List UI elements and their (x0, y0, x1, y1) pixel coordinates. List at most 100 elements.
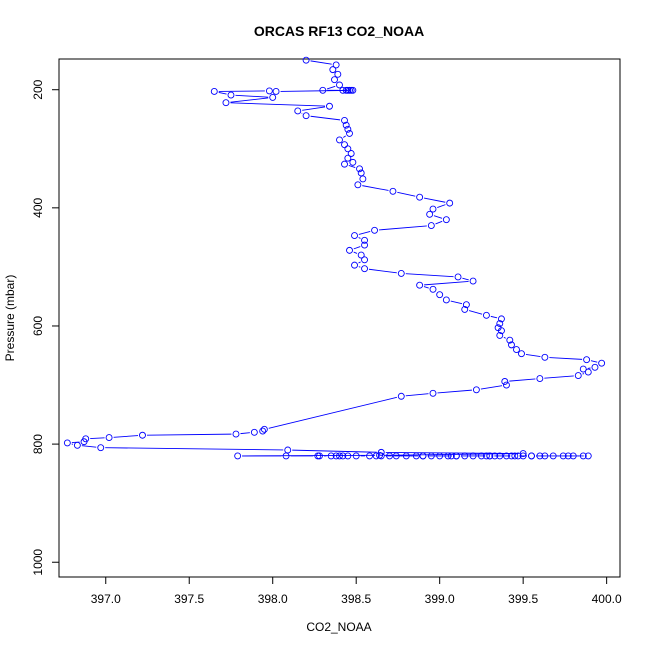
x-tick-label: 397.0 (91, 592, 121, 606)
series-line-segment (423, 197, 446, 203)
series-line-segment (544, 375, 574, 379)
data-point (426, 210, 434, 218)
series-line-segment (480, 385, 503, 390)
data-point (584, 368, 592, 376)
series-line-segment (405, 393, 429, 397)
data-point (259, 427, 267, 435)
x-tick-label: 399.5 (508, 592, 538, 606)
y-tick-label: 400 (31, 198, 45, 218)
data-point (339, 452, 347, 460)
series-line-segment (105, 447, 284, 451)
data-point (372, 452, 380, 460)
data-point (344, 452, 352, 460)
data-point (341, 116, 348, 124)
data-point (361, 236, 368, 244)
data-point (351, 232, 358, 240)
series-line-segment (405, 273, 454, 278)
data-point (232, 430, 240, 438)
data-point (519, 452, 527, 460)
y-tick-label: 800 (31, 434, 45, 454)
data-point (461, 452, 469, 460)
data-point (498, 315, 505, 323)
data-point (354, 181, 362, 189)
data-point (97, 444, 105, 452)
data-point (591, 363, 599, 371)
series-line-segment (302, 106, 326, 111)
data-point (579, 365, 587, 373)
data-point (429, 285, 437, 293)
data-point (234, 452, 242, 460)
data-point (416, 193, 424, 201)
data-point (416, 281, 424, 289)
data-point (491, 452, 499, 460)
data-point (339, 86, 347, 94)
data-point (105, 434, 113, 442)
x-tick-label: 398.5 (341, 592, 371, 606)
data-point (496, 452, 504, 460)
series-line-segment (450, 300, 463, 305)
series-line-segment (368, 268, 397, 274)
data-point (436, 291, 444, 299)
series-line-segment (310, 60, 332, 65)
data-point (361, 265, 368, 273)
data-point (412, 452, 420, 460)
y-tick-label: 1000 (31, 549, 45, 576)
data-point (427, 452, 435, 460)
series-line-segment (358, 266, 361, 268)
data-point (210, 88, 218, 95)
data-point (514, 452, 522, 460)
data-point (503, 452, 510, 460)
data-point (574, 372, 582, 380)
data-point (294, 107, 302, 115)
data-point (496, 331, 504, 339)
data-point (536, 452, 544, 460)
data-point (329, 66, 337, 74)
data-point (559, 452, 567, 460)
series-co2 (63, 56, 606, 460)
data-point (227, 91, 235, 99)
data-point (498, 327, 505, 335)
data-point (316, 452, 323, 460)
data-point (139, 431, 146, 439)
data-point (349, 158, 357, 166)
plot-frame (58, 58, 621, 578)
series-line-segment (230, 97, 269, 103)
data-point (392, 452, 400, 460)
series-line-segment (433, 215, 443, 219)
series-line-segment (423, 286, 429, 289)
data-point (346, 129, 353, 137)
data-point (446, 199, 454, 207)
data-point (366, 452, 374, 460)
data-point (361, 241, 368, 249)
series-line-segment (525, 353, 541, 358)
data-point (528, 452, 535, 460)
series-line-segment (468, 310, 483, 315)
series-line-segment (343, 135, 346, 138)
data-point (250, 428, 258, 436)
data-point (222, 99, 230, 107)
series-line-segment (379, 225, 427, 231)
data-point (477, 452, 485, 460)
data-point (598, 359, 606, 367)
series-line-segment (292, 449, 377, 453)
data-point (513, 346, 520, 354)
series-line-segment (358, 237, 361, 239)
x-axis-label: CO2_NOAA (306, 620, 371, 634)
data-point (442, 216, 450, 224)
series-line-segment (353, 246, 361, 250)
series-line-segment (437, 389, 472, 394)
series-line-segment (490, 315, 498, 319)
data-point (282, 452, 290, 460)
series-line-segment (146, 433, 232, 436)
data-point (356, 165, 363, 173)
data-point (359, 175, 367, 183)
series-line-segment (280, 89, 349, 92)
data-point (265, 87, 273, 95)
data-point (541, 353, 549, 361)
data-point (386, 452, 394, 460)
data-point (461, 305, 469, 313)
data-point (351, 261, 358, 269)
data-point (377, 452, 385, 460)
y-axis-label: Pressure (mbar) (3, 275, 17, 362)
